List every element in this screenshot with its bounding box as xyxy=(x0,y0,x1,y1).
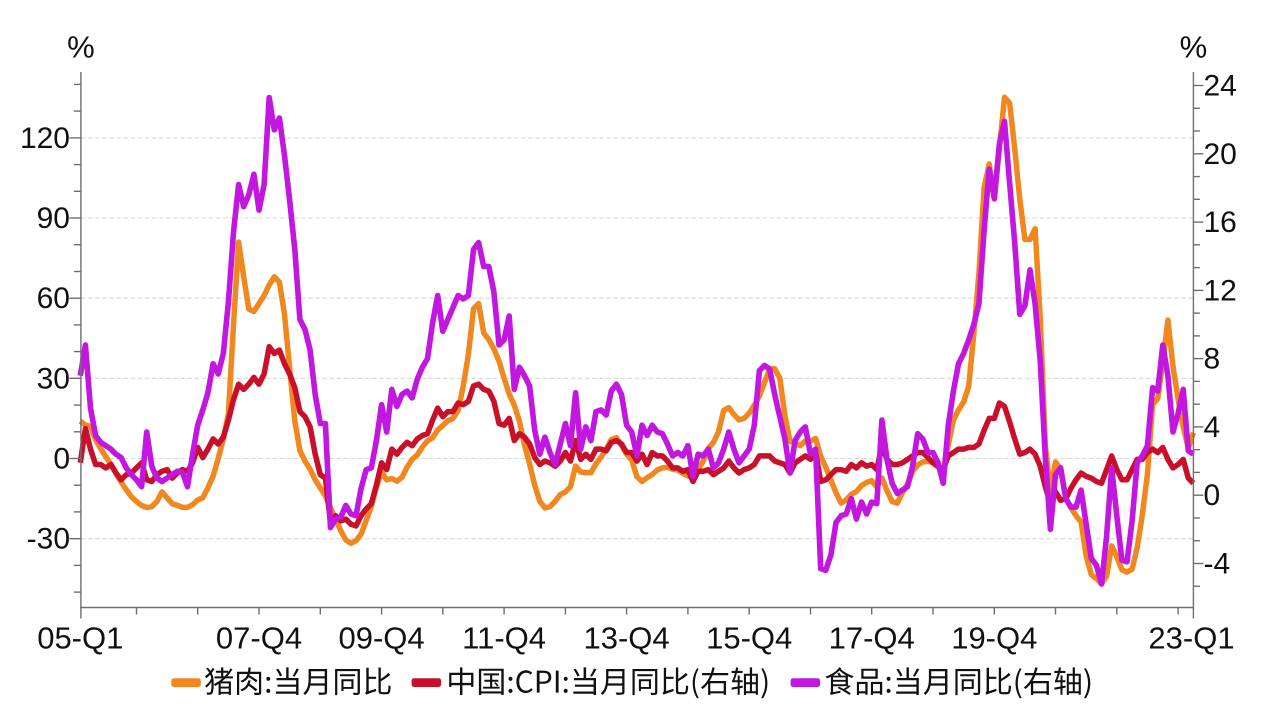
svg-text:30: 30 xyxy=(37,362,70,395)
svg-text:19-Q4: 19-Q4 xyxy=(951,621,1037,656)
svg-text:15-Q4: 15-Q4 xyxy=(706,621,792,656)
svg-text:24: 24 xyxy=(1204,70,1237,103)
svg-text:11-Q4: 11-Q4 xyxy=(462,621,546,656)
svg-text:05-Q1: 05-Q1 xyxy=(37,621,123,656)
svg-text:8: 8 xyxy=(1204,343,1221,376)
svg-text:20: 20 xyxy=(1204,138,1237,171)
svg-text:4: 4 xyxy=(1204,411,1221,444)
svg-text:09-Q4: 09-Q4 xyxy=(339,621,425,656)
svg-text:0: 0 xyxy=(53,443,70,476)
svg-text:16: 16 xyxy=(1204,206,1237,239)
svg-text:-30: -30 xyxy=(27,523,70,556)
svg-text:90: 90 xyxy=(37,202,70,235)
svg-text:60: 60 xyxy=(37,282,70,315)
svg-text:07-Q4: 07-Q4 xyxy=(216,621,302,656)
svg-text:120: 120 xyxy=(20,122,70,155)
svg-text:12: 12 xyxy=(1204,274,1237,307)
svg-text:23-Q1: 23-Q1 xyxy=(1148,621,1234,656)
svg-text:13-Q4: 13-Q4 xyxy=(584,621,670,656)
svg-text:-4: -4 xyxy=(1204,548,1231,581)
svg-text:17-Q4: 17-Q4 xyxy=(829,621,915,656)
svg-text:%: % xyxy=(1180,30,1208,65)
svg-text:0: 0 xyxy=(1204,479,1221,512)
svg-text:%: % xyxy=(67,30,95,65)
